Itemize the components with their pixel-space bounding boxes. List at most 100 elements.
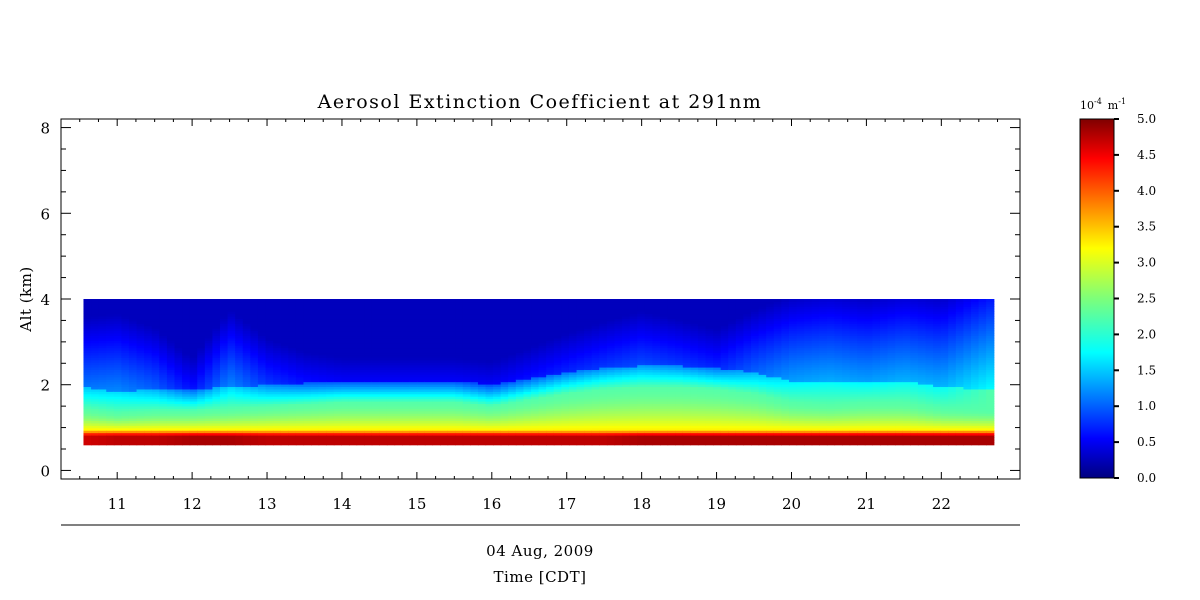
heatmap-cell [348,352,358,356]
heatmap-cell [591,342,600,346]
heatmap-cell [151,398,160,402]
heatmap-cell [242,425,251,429]
heatmap-cell [311,437,320,441]
heatmap-cell [606,405,616,409]
heatmap-cell [318,328,327,332]
heatmap-cell [440,388,449,392]
heatmap-cell [257,425,267,429]
heatmap-cell [531,367,540,371]
heatmap-cell [197,364,206,368]
heatmap-cell [182,347,191,351]
heatmap-cell [644,335,654,339]
heatmap-cell [508,425,517,429]
heatmap-cell [182,333,191,337]
heatmap-cell [546,354,555,358]
heatmap-cell [440,393,449,397]
heatmap-cell [128,422,138,426]
heatmap-cell [660,345,669,349]
heatmap-cell [675,316,684,320]
heatmap-cell [447,354,456,358]
heatmap-cell [386,301,396,305]
heatmap-cell [303,401,312,405]
heatmap-cell [113,350,123,354]
heatmap-cell [250,393,259,397]
heatmap-cell [470,313,479,317]
heatmap-cell [265,374,274,378]
heatmap-cell [462,371,471,375]
heatmap-cell [257,437,267,441]
heatmap-cell [379,418,388,422]
heatmap-cell [508,350,517,354]
heatmap-cell [348,422,358,426]
heatmap-cell [174,347,183,351]
heatmap-cell [242,405,251,409]
heatmap-cell [379,333,388,337]
heatmap-cell [591,318,600,322]
heatmap-cell [295,345,305,349]
heatmap-cell [280,369,289,373]
heatmap-cell [682,422,691,426]
heatmap-cell [151,364,160,368]
heatmap-cell [667,362,676,366]
heatmap-cell [341,405,350,409]
heatmap-cell [432,328,441,332]
heatmap-cell [561,391,570,395]
heatmap-cell [508,371,517,375]
heatmap-cell [394,376,403,380]
heatmap-cell [166,401,176,405]
heatmap-cell [220,337,229,341]
heatmap-cell [470,393,479,397]
heatmap-cell [386,325,396,329]
heatmap-cell [136,369,145,373]
heatmap-cell [106,430,115,434]
heatmap-cell [189,316,198,320]
heatmap-cell [667,420,676,424]
heatmap-cell [303,359,312,363]
heatmap-cell [538,386,547,390]
heatmap-cell [265,330,274,334]
heatmap-cell [265,303,274,307]
heatmap-cell [682,388,691,392]
heatmap-cell [280,410,289,414]
heatmap-cell [98,367,107,371]
heatmap-cell [561,320,570,324]
heatmap-cell [273,350,282,354]
heatmap-cell [538,427,547,431]
heatmap-cell [280,308,289,312]
heatmap-cell [470,435,479,439]
heatmap-cell [614,408,623,412]
heatmap-cell [128,415,138,419]
heatmap-cell [295,337,305,341]
heatmap-cell [121,328,130,332]
heatmap-cell [568,362,578,366]
heatmap-cell [106,386,115,390]
heatmap-cell [204,359,214,363]
heatmap-cell [326,364,335,368]
heatmap-cell [364,439,373,443]
heatmap-cell [257,350,267,354]
heatmap-cell [386,398,396,402]
heatmap-cell [166,393,176,397]
heatmap-cell [477,354,487,358]
heatmap-cell [379,357,388,361]
heatmap-cell [440,384,449,388]
heatmap-cell [394,403,403,407]
heatmap-cell [257,308,267,312]
heatmap-cell [667,437,676,441]
heatmap-cell [682,306,691,310]
heatmap-cell [220,313,229,317]
heatmap-cell [113,432,123,436]
heatmap-cell [705,323,714,327]
heatmap-cell [273,320,282,324]
heatmap-cell [417,335,426,339]
heatmap-cell [508,435,517,439]
heatmap-cell [182,430,191,434]
heatmap-cell [295,350,305,354]
heatmap-cell [568,371,578,375]
heatmap-cell [644,303,654,307]
heatmap-cell [614,413,623,417]
heatmap-cell [318,333,327,337]
heatmap-cell [144,306,153,310]
heatmap-cell [83,303,92,307]
heatmap-cell [159,420,168,424]
